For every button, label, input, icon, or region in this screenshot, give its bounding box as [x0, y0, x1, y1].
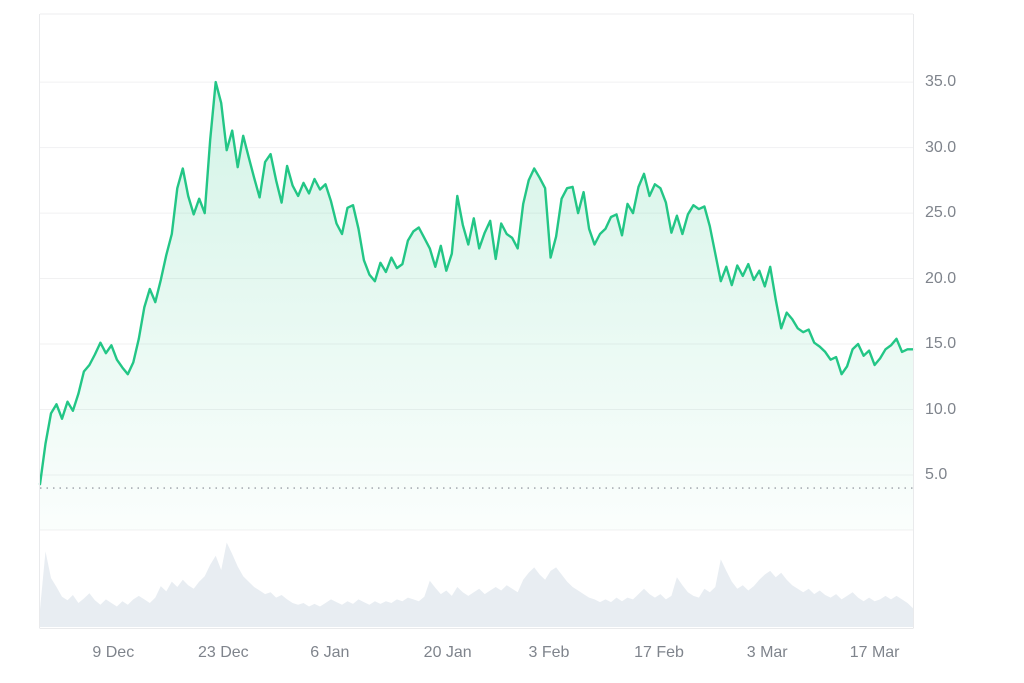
y-axis-tick-label: 35.0 — [925, 73, 957, 91]
volume-area-path — [40, 542, 913, 627]
y-axis-tick-label: 20.0 — [925, 269, 957, 287]
x-axis-tick-label: 9 Dec — [92, 644, 135, 661]
x-axis-tick-label: 3 Mar — [746, 644, 788, 661]
volume-area — [40, 542, 913, 627]
x-axis-tick-label: 17 Mar — [849, 644, 900, 661]
panel-borders — [39, 13, 914, 629]
y-axis-tick-label: 30.0 — [925, 138, 957, 156]
x-axis-tick-label: 20 Jan — [423, 644, 472, 661]
y-axis-tick-label: 5.0 — [925, 466, 948, 483]
x-axis-tick-label: 23 Dec — [197, 644, 249, 661]
y-axis-tick-label: 10.0 — [925, 400, 957, 418]
y-axis-tick-label: 25.0 — [925, 204, 957, 222]
price-line — [38, 80, 915, 486]
x-axis-tick-label: 6 Jan — [310, 644, 350, 661]
x-axis-tick-label: 17 Feb — [634, 644, 684, 661]
x-axis-tick-label: 3 Feb — [528, 644, 570, 661]
y-axis-tick-label: 15.0 — [925, 335, 957, 352]
price-series — [38, 80, 915, 530]
price-area-fill — [40, 82, 913, 530]
